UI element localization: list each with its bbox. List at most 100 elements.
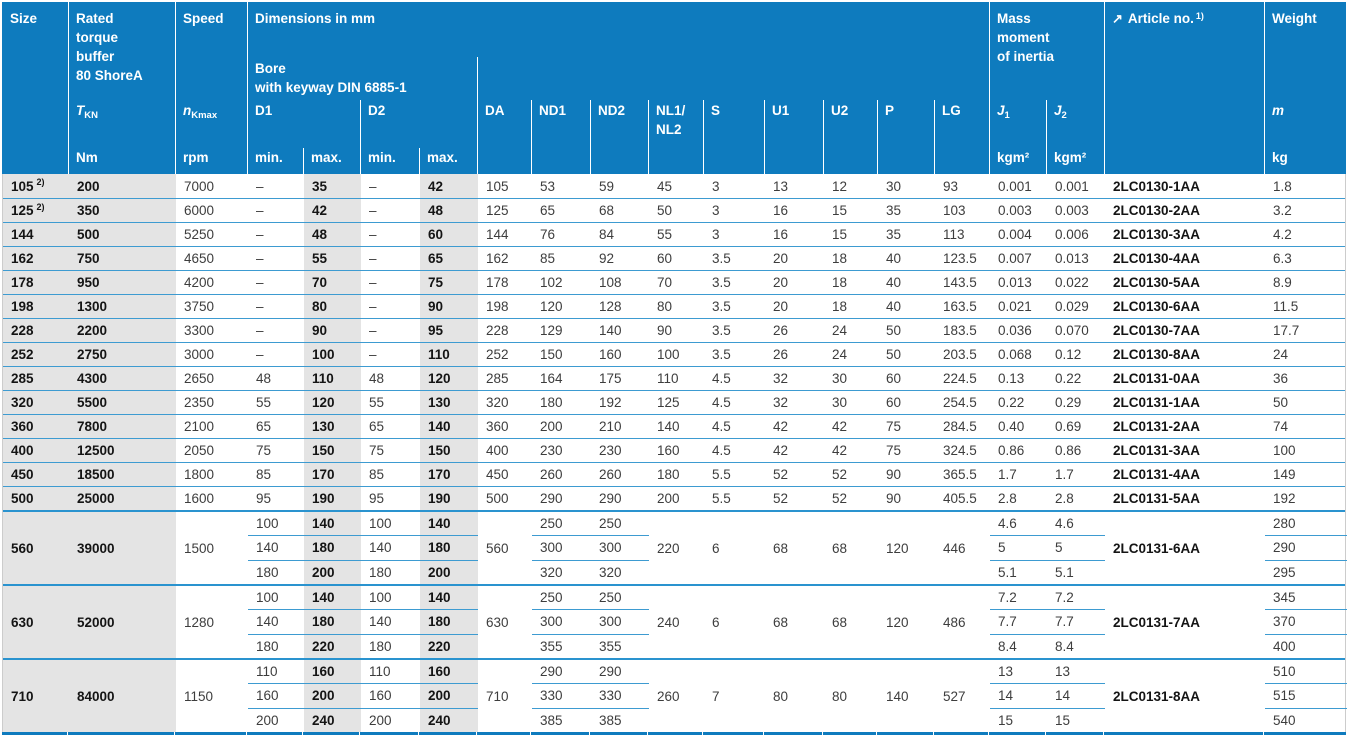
cell-article[interactable]: 2LC0131-1AA [1113, 395, 1201, 410]
cell-article[interactable]: 2LC0130-3AA [1113, 227, 1201, 242]
cell-d1max: 190 [304, 487, 361, 510]
subcell-weight: 345 [1265, 586, 1347, 611]
cell-size: 400 [3, 439, 69, 462]
table-row-size-285: 285 4300 2650 48 110 48 120 285 164 175 110 4.5 32 30… [3, 366, 1345, 390]
cell-article[interactable]: 2LC0131-6AA [1113, 540, 1201, 556]
subcell-j2: 5 [1047, 536, 1105, 561]
cell-article[interactable]: 2LC0131-7AA [1113, 614, 1201, 630]
subcell-d1max: 200 [304, 684, 361, 709]
cell-nd1: 102 [540, 275, 563, 290]
cell-j1: 0.004 [998, 227, 1032, 242]
table-row-size-162: 162 750 4650–55–65 162 85 92 60 3.5 20 18 40 123.5 0… [3, 246, 1345, 270]
cell-speed: 2100 [184, 419, 215, 434]
col-header-d1-max: max. [311, 150, 342, 165]
cell-weight: 17.7 [1273, 323, 1300, 338]
cell-nl: 70 [657, 275, 673, 290]
cell-d2max: 190 [420, 487, 478, 510]
table-row-size-630: 630 52000 1280 100 140 180 140 180 220 100 140 180 1… [3, 584, 1347, 658]
cell-d1max: 90 [304, 319, 361, 342]
cell-nl: 220 [657, 540, 680, 556]
cell-j1: 1.7 [998, 467, 1017, 482]
header-column-divider [247, 2, 248, 174]
cell-article[interactable]: 2LC0131-3AA [1113, 443, 1201, 458]
col-header-d1-min: min. [255, 150, 283, 165]
cell-u1: 13 [773, 178, 789, 194]
cell-article[interactable]: 2LC0131-0AA [1113, 371, 1201, 386]
cell-u2: 12 [832, 178, 848, 194]
cell-d1min: – [256, 203, 264, 218]
header-column-divider [68, 2, 69, 174]
cell-d2min: 110 160 200 [361, 660, 420, 732]
cell-d1min: – [256, 178, 264, 194]
cell-d2max: 150 [420, 439, 478, 462]
cell-u1: 32 [773, 395, 789, 410]
cell-d2max: 110 [420, 343, 478, 366]
header-column-divider [703, 100, 704, 174]
cell-speed: 1500 [184, 540, 215, 556]
subcell-d1min: 180 [256, 638, 279, 654]
cell-torque: 4300 [69, 367, 176, 390]
cell-weight: 149 [1273, 467, 1296, 482]
cell-article[interactable]: 2LC0131-5AA [1113, 491, 1201, 506]
subcell-j2: 13 [1047, 660, 1105, 685]
col-header-size: Size [10, 11, 38, 26]
cell-d2max: 90 [420, 295, 478, 318]
subcell-d2min: 100 [361, 586, 420, 611]
header-column-divider [648, 100, 649, 174]
cell-d2min: – [369, 323, 377, 338]
cell-d2min: 85 [369, 467, 385, 482]
cell-article[interactable]: 2LC0131-2AA [1113, 419, 1201, 434]
bottom-border-tick [530, 732, 531, 735]
cell-article[interactable]: 2LC0130-6AA [1113, 299, 1201, 314]
cell-nd2: 59 [599, 178, 615, 194]
cell-da: 228 [486, 323, 509, 338]
header-column-divider [1046, 100, 1047, 174]
cell-d2min: 100 140 180 [361, 586, 420, 658]
bottom-border-tick [702, 732, 703, 735]
cell-lg: 486 [943, 614, 966, 630]
cell-size: 105 2) [3, 174, 69, 198]
cell-article[interactable]: 2LC0130-2AA [1113, 203, 1201, 218]
col-header-nd2: ND2 [598, 103, 626, 118]
cell-j2: 0.22 [1055, 371, 1082, 386]
cell-speed: 4200 [184, 275, 215, 290]
cell-lg: 123.5 [943, 251, 977, 266]
cell-article[interactable]: 2LC0131-4AA [1113, 467, 1201, 482]
table-row-size-228: 228 2200 3300–90–95 228 129 140 90 3.5 26 24 50 183… [3, 318, 1345, 342]
cell-s: 3.5 [712, 347, 731, 362]
cell-d2max: 170 [420, 463, 478, 486]
cell-size: 320 [3, 391, 69, 414]
cell-da: 500 [486, 491, 509, 506]
cell-u2: 42 [832, 419, 848, 434]
col-header-u1: U1 [772, 103, 790, 118]
cell-u2: 42 [832, 443, 848, 458]
subcell-d2max: 180 [420, 536, 478, 561]
cell-article[interactable]: 2LC0130-5AA [1113, 275, 1201, 290]
bottom-border-tick [302, 732, 303, 735]
cell-d2min: 65 [369, 419, 385, 434]
cell-d1max: 140 180 200 [304, 512, 361, 584]
header-column-divider [175, 2, 176, 174]
cell-d2min: – [369, 251, 377, 266]
cell-article[interactable]: 2LC0130-8AA [1113, 347, 1201, 362]
cell-da: 125 [486, 203, 509, 218]
header-column-divider [989, 2, 990, 174]
cell-weight: 6.3 [1273, 251, 1292, 266]
cell-da: 630 [486, 614, 509, 630]
cell-da: 320 [486, 395, 509, 410]
cell-article[interactable]: 2LC0130-1AA [1113, 178, 1201, 194]
cell-nd2: 290 330 385 [591, 660, 649, 732]
subcell-d2min: 200 [369, 712, 392, 728]
cell-speed: 1150 [184, 688, 214, 704]
cell-u1: 20 [773, 251, 789, 266]
cell-j1: 0.22 [998, 395, 1025, 410]
cell-article[interactable]: 2LC0130-4AA [1113, 251, 1201, 266]
cell-u1: 26 [773, 323, 789, 338]
cell-article[interactable]: 2LC0130-7AA [1113, 323, 1201, 338]
cell-nl: 60 [657, 251, 673, 266]
cell-size: 252 [3, 343, 69, 366]
cell-size: 630 [3, 586, 69, 658]
col-header-p: P [885, 103, 895, 118]
cell-j2: 0.003 [1055, 203, 1089, 218]
cell-article[interactable]: 2LC0131-8AA [1113, 688, 1201, 704]
